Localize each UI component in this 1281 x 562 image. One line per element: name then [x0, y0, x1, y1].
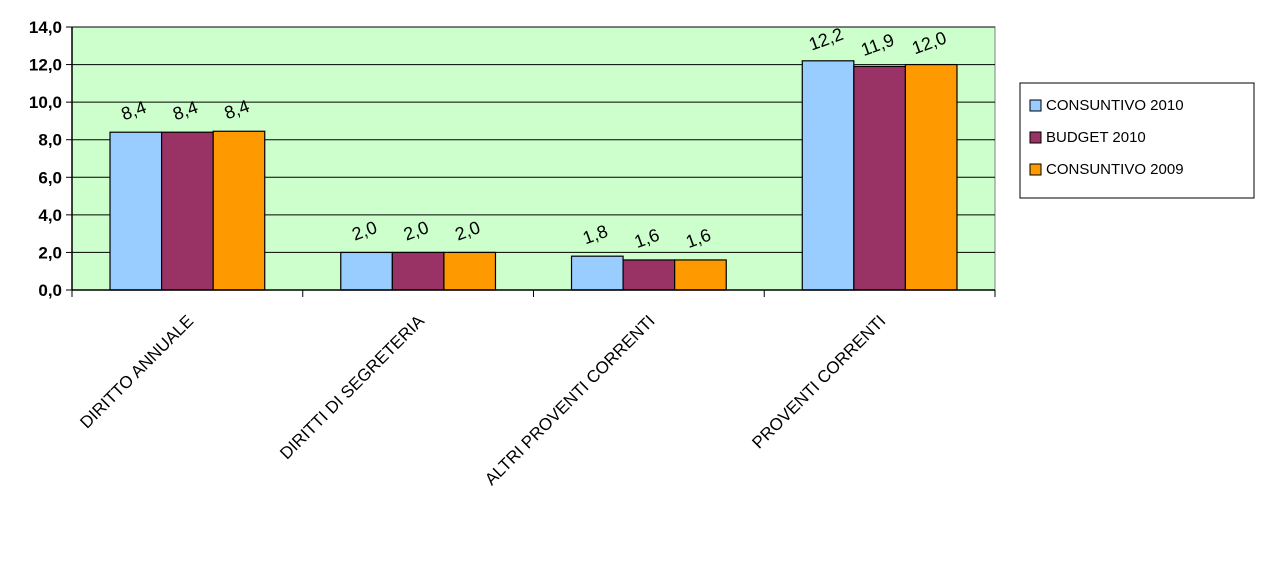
- category-labels: DIRITTO ANNUALE DIRITTI DI SEGRETERIA ALTR…: [76, 311, 889, 489]
- legend-label: BUDGET 2010: [1046, 129, 1146, 146]
- legend-swatch: [1029, 163, 1042, 176]
- y-tick-label: 4,0: [38, 206, 62, 225]
- y-tick-label: 6,0: [38, 168, 62, 187]
- bar: [391, 251, 445, 291]
- bar: [801, 60, 855, 291]
- y-tick-label: 12,0: [29, 56, 62, 75]
- bar: [109, 131, 163, 291]
- legend-swatch: [1029, 131, 1042, 144]
- bar: [904, 63, 958, 291]
- category-label: DIRITTO ANNUALE: [76, 311, 197, 432]
- legend-label: CONSUNTIVO 2009: [1046, 161, 1184, 178]
- y-axis-ticks: 0,0 2,0 4,0 6,0 8,0 10,0 12,0 14,0: [29, 18, 62, 300]
- legend: CONSUNTIVO 2010 BUDGET 2010 CONSUNTIVO 200…: [1019, 82, 1255, 199]
- bar: [622, 259, 676, 291]
- bars: [109, 60, 958, 291]
- category-label: ALTRI PROVENTI CORRENTI: [481, 311, 659, 489]
- y-tick-label: 2,0: [38, 243, 62, 262]
- y-tick-label: 0,0: [38, 281, 62, 300]
- category-label: DIRITTI DI SEGRETERIA: [276, 311, 428, 463]
- bar: [443, 251, 497, 291]
- legend-swatch: [1029, 99, 1042, 112]
- legend-box: [1019, 82, 1255, 199]
- bar: [340, 251, 393, 291]
- category-label: PROVENTI CORRENTI: [748, 311, 889, 452]
- axes: [66, 26, 996, 297]
- bar: [570, 255, 624, 291]
- bar: [212, 130, 266, 291]
- y-tick-label: 10,0: [29, 93, 62, 112]
- bar: [853, 65, 907, 291]
- y-tick-label: 14,0: [29, 18, 62, 37]
- bar: [160, 131, 214, 291]
- y-tick-label: 8,0: [38, 131, 62, 150]
- bar: [674, 259, 727, 291]
- legend-label: CONSUNTIVO 2010: [1046, 97, 1184, 114]
